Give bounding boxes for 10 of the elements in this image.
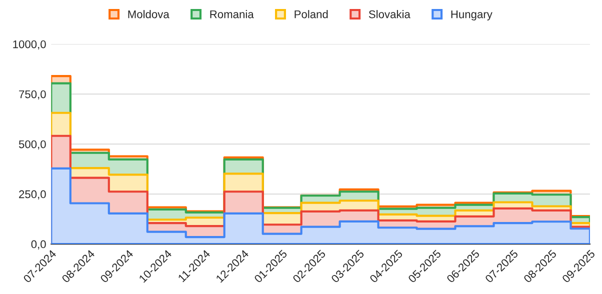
legend-label: Romania xyxy=(210,10,254,18)
legend-label: Hungary xyxy=(451,10,492,20)
y-tick-label: 500,0 xyxy=(18,140,46,150)
legend-label: Moldova xyxy=(128,10,170,18)
y-tick-label: 0,0 xyxy=(31,240,46,250)
y-tick-label: 250,0 xyxy=(19,190,46,200)
y-tick-label: 750,0 xyxy=(19,90,46,100)
legend-label: Poland xyxy=(294,10,328,18)
y-tick-label: 1000,0 xyxy=(13,40,46,50)
legend-label: Slovakia xyxy=(368,10,410,18)
